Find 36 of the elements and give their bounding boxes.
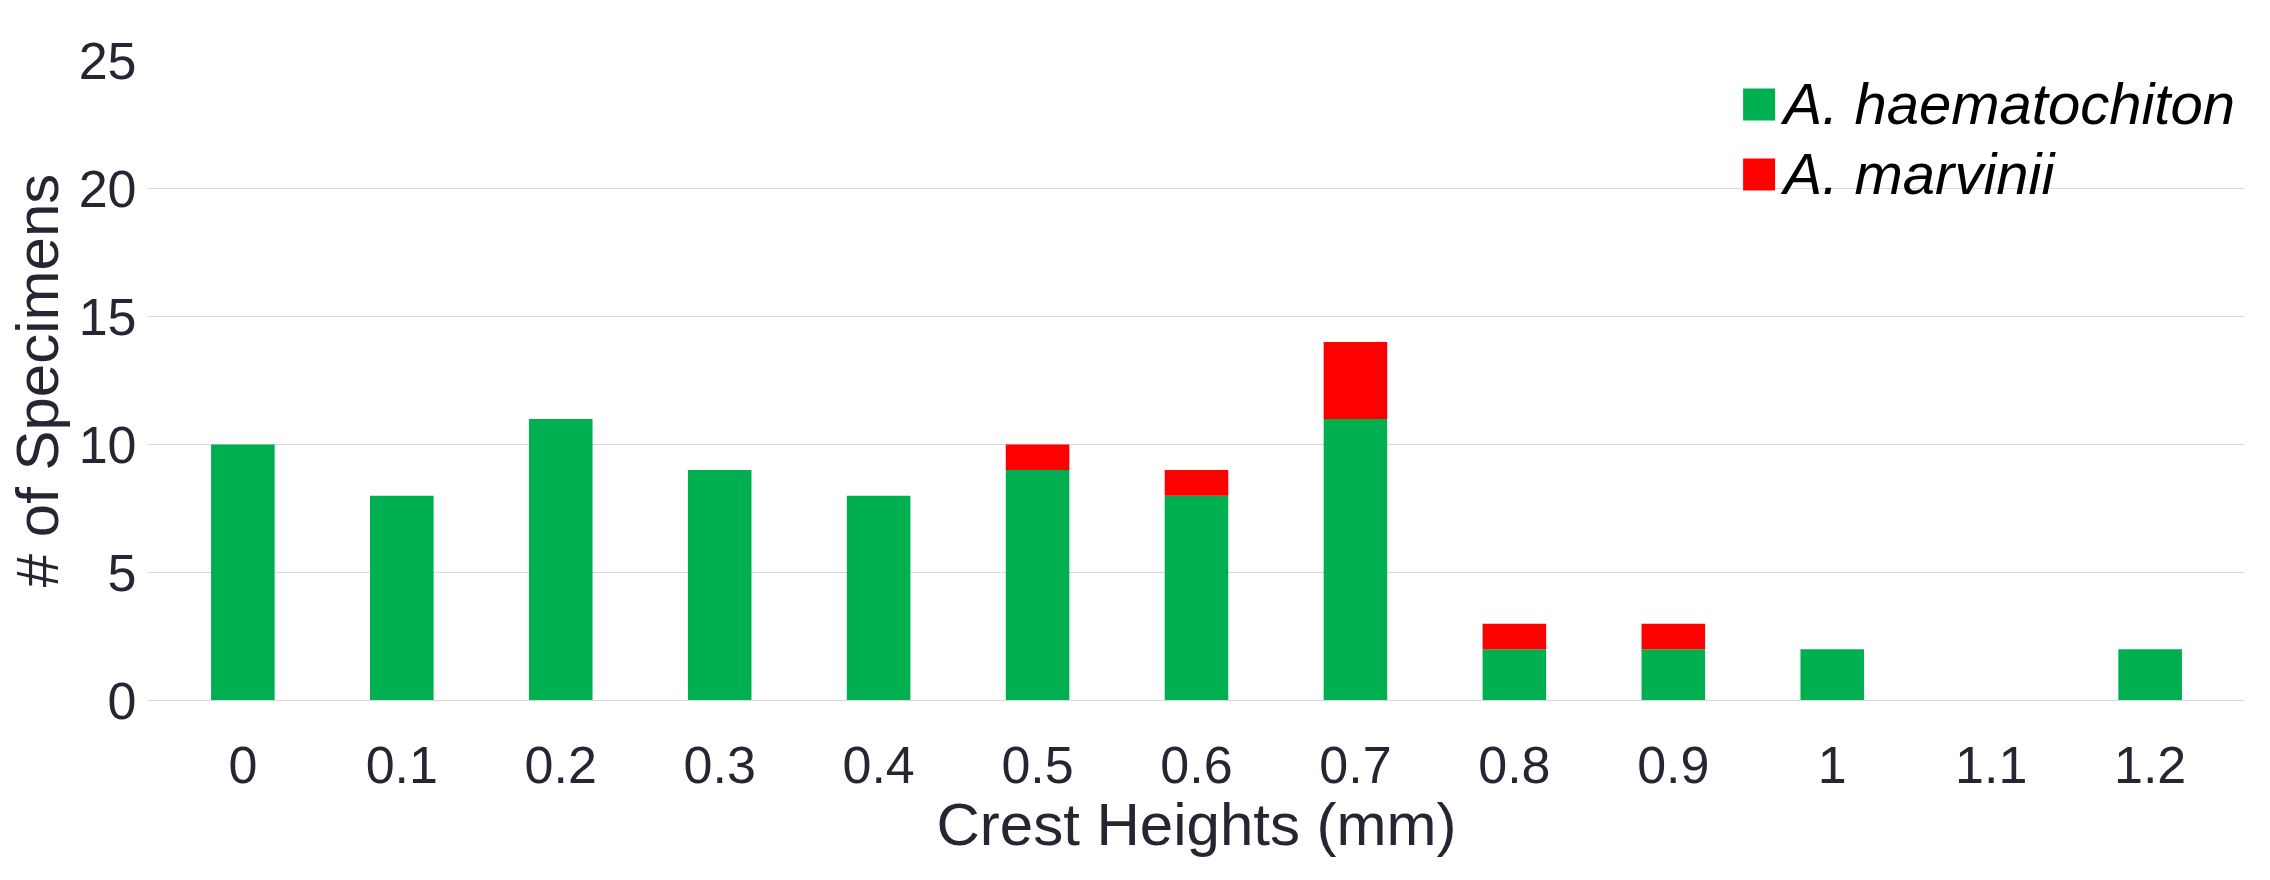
bar xyxy=(1641,649,1706,701)
bar xyxy=(211,444,275,701)
bar xyxy=(2118,649,2182,701)
legend-label: A. marvinii xyxy=(1783,140,2055,207)
bar xyxy=(528,418,593,701)
bar xyxy=(1482,649,1547,701)
x-tick-label: 1 xyxy=(1817,735,1847,794)
y-tick-label: 10 xyxy=(78,415,137,474)
x-tick-label: 0.9 xyxy=(1637,735,1710,794)
bar xyxy=(1323,342,1388,419)
x-tick-label: 1.2 xyxy=(2113,735,2187,794)
bar xyxy=(1800,649,1865,701)
bar xyxy=(370,495,434,701)
legend-label: A. haematochiton xyxy=(1783,70,2235,137)
bar xyxy=(687,470,752,701)
bar xyxy=(846,495,911,701)
x-tick-label: 0.1 xyxy=(365,735,438,794)
bar xyxy=(1164,470,1229,496)
y-tick-label: 25 xyxy=(78,31,137,90)
bar xyxy=(1482,623,1547,650)
y-tick-label: 20 xyxy=(78,159,137,218)
bar xyxy=(1323,418,1388,701)
bar xyxy=(1005,444,1070,471)
bar xyxy=(1005,470,1070,701)
x-tick-label: 0.2 xyxy=(524,735,597,794)
y-axis-title: # of Specimens xyxy=(3,173,71,588)
x-tick-label: 0 xyxy=(228,735,258,794)
x-tick-label: 0.3 xyxy=(683,735,756,794)
y-tick-label: 0 xyxy=(107,671,137,730)
x-tick-label: 0.8 xyxy=(1478,735,1551,794)
x-tick-label: 1.1 xyxy=(1955,735,2028,794)
bar xyxy=(1164,495,1229,701)
y-tick-label: 5 xyxy=(107,543,137,602)
y-tick-label: 15 xyxy=(78,287,137,346)
bar xyxy=(1641,623,1706,650)
x-tick-label: 0.4 xyxy=(842,735,915,794)
